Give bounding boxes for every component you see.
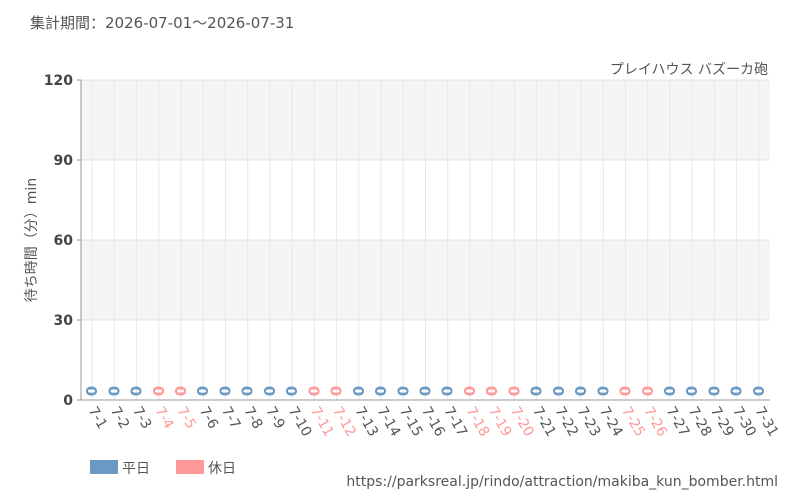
data-label: 0: [216, 386, 234, 396]
data-label: 0: [283, 386, 301, 396]
y-tick-label: 30: [54, 313, 74, 329]
data-label: 0: [194, 386, 212, 396]
data-label: 0: [305, 386, 323, 396]
x-tick-label: 7-6: [196, 404, 221, 432]
x-tick-label: 7-8: [240, 404, 265, 432]
data-label: 0: [261, 386, 279, 396]
legend-label: 休日: [208, 461, 236, 477]
y-tick-label: 90: [54, 153, 74, 169]
legend-label: 平日: [122, 461, 150, 477]
data-label: 0: [728, 386, 746, 396]
data-label: 0: [661, 386, 679, 396]
y-tick-label: 0: [63, 393, 73, 409]
data-label: 0: [705, 386, 723, 396]
data-label: 0: [617, 386, 635, 396]
data-label: 0: [328, 386, 346, 396]
data-label: 0: [683, 386, 701, 396]
data-label: 0: [439, 386, 457, 396]
x-tick-label: 7-4: [151, 404, 176, 432]
data-label: 0: [550, 386, 568, 396]
data-label: 0: [417, 386, 435, 396]
data-label: 0: [505, 386, 523, 396]
data-label: 0: [528, 386, 546, 396]
data-label: 0: [372, 386, 390, 396]
footer-url: https://parksreal.jp/rindo/attraction/ma…: [346, 474, 778, 490]
data-label: 0: [350, 386, 368, 396]
legend-swatch: [176, 460, 204, 474]
y-axis-label: 待ち時間（分）min: [24, 178, 40, 302]
x-tick-label: 7-5: [174, 404, 199, 432]
x-tick-label: 7-7: [218, 404, 243, 432]
data-label: 0: [394, 386, 412, 396]
data-label: 0: [483, 386, 501, 396]
data-label: 0: [750, 386, 768, 396]
y-tick-label: 120: [44, 73, 73, 89]
chart-subtitle: プレイハウス バズーカ砲: [610, 62, 768, 78]
x-tick-label: 7-3: [129, 404, 154, 432]
x-tick-label: 7-9: [262, 404, 287, 432]
data-label: 0: [461, 386, 479, 396]
data-label: 0: [128, 386, 146, 396]
x-tick-label: 7-1: [85, 404, 110, 432]
data-label: 0: [83, 386, 101, 396]
data-label: 0: [572, 386, 590, 396]
data-label: 0: [639, 386, 657, 396]
x-tick-label: 7-2: [107, 404, 132, 432]
data-label: 0: [239, 386, 257, 396]
data-label: 0: [172, 386, 190, 396]
data-label: 0: [150, 386, 168, 396]
chart-title: 集計期間：2026-07-01～2026-07-31: [30, 14, 294, 32]
legend-swatch: [90, 460, 118, 474]
y-tick-label: 60: [54, 233, 74, 249]
data-label: 0: [105, 386, 123, 396]
x-tick-label: 7-31: [751, 404, 781, 440]
data-label: 0: [594, 386, 612, 396]
